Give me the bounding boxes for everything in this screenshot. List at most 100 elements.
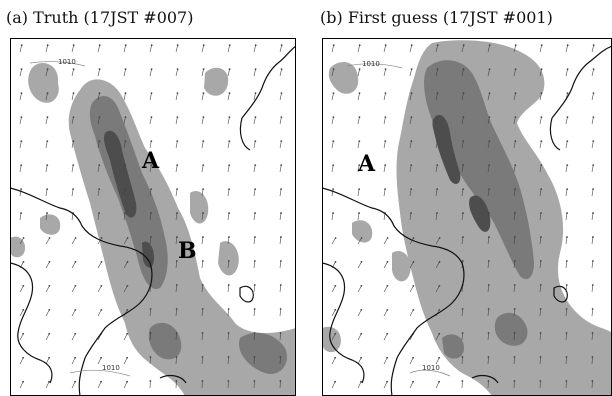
wind-arrow-head [228, 212, 230, 214]
wind-arrow-head [513, 356, 516, 358]
wind-arrow-head [280, 164, 283, 167]
wind-arrow-head [358, 68, 361, 71]
wind-arrow-head [124, 188, 127, 190]
wind-arrow-head [332, 68, 335, 71]
wind-vectors [331, 44, 595, 389]
wind-arrow-head [410, 92, 413, 95]
wind-arrow [201, 45, 204, 53]
wind-arrow [565, 213, 568, 221]
wind-arrow-head [591, 260, 594, 262]
wind-arrow [175, 309, 177, 317]
point-label-b: B [178, 238, 197, 264]
wind-arrow [461, 165, 464, 173]
wind-arrow-head [150, 140, 153, 143]
wind-arrow-head [514, 92, 517, 95]
wind-arrow-head [360, 308, 363, 311]
wind-arrow-head [487, 356, 490, 358]
wind-arrow-head [592, 92, 595, 95]
wind-arrow [71, 93, 74, 101]
wind-arrow [539, 237, 542, 245]
wind-arrow-head [412, 261, 415, 263]
wind-arrow-head [201, 284, 204, 286]
wind-arrow-head [514, 116, 517, 119]
wind-arrow-head [254, 92, 257, 95]
wind-arrow-head [176, 140, 179, 143]
wind-arrow-head [202, 140, 205, 143]
wind-arrow [461, 213, 464, 221]
wind-arrow [279, 165, 282, 173]
wind-arrow-head [566, 212, 568, 214]
wind-arrow [71, 189, 74, 197]
wind-arrow-head [227, 356, 230, 358]
wind-arrow [565, 237, 568, 245]
wind-arrow-head [72, 44, 75, 47]
wind-arrow [19, 285, 24, 293]
wind-arrow [227, 285, 230, 293]
wind-arrow [331, 69, 334, 77]
wind-arrow [123, 189, 126, 197]
wind-arrow-head [487, 332, 490, 334]
wind-arrow-head [332, 212, 334, 214]
wind-arrow-head [74, 332, 77, 335]
wind-arrow-head [462, 68, 465, 71]
wind-arrow [383, 309, 388, 317]
wind-arrow-head [438, 261, 441, 263]
wind-arrow-head [280, 92, 283, 95]
wind-arrow [45, 357, 50, 365]
wind-arrow-head [46, 212, 48, 214]
wind-arrow [487, 237, 490, 245]
wind-arrow-head [48, 284, 51, 287]
wind-arrow-head [201, 332, 204, 334]
wind-arrow-head [591, 332, 594, 334]
wind-arrow-head [228, 236, 230, 238]
wind-arrow-head [591, 380, 594, 382]
wind-arrow-head [412, 380, 414, 383]
wind-arrow [19, 333, 24, 341]
wind-arrow-head [539, 284, 542, 286]
wind-arrow [19, 237, 24, 245]
wind-arrow-head [279, 284, 282, 286]
wind-arrow-head [100, 261, 103, 263]
wind-arrow-head [358, 44, 361, 47]
wind-arrow-head [124, 140, 127, 143]
wind-arrow [357, 261, 362, 269]
wind-arrow-head [228, 68, 231, 71]
wind-arrow-head [228, 92, 231, 95]
wind-arrow-head [254, 236, 256, 238]
wind-arrow [97, 141, 100, 149]
wind-arrow [487, 45, 490, 53]
coastline [10, 45, 296, 396]
wind-arrow [591, 261, 594, 269]
wind-arrow [175, 45, 178, 53]
wind-arrow-head [150, 164, 153, 167]
wind-arrow [409, 117, 412, 125]
wind-arrow [513, 213, 516, 221]
wind-arrow-head [254, 188, 257, 190]
wind-arrow [19, 45, 22, 53]
wind-arrow [409, 45, 412, 53]
wind-arrow [357, 165, 360, 173]
wind-arrow [383, 357, 388, 365]
wind-arrow [357, 333, 362, 341]
wind-arrow-head [124, 92, 127, 95]
contour-label-bottom: 1010 [102, 364, 120, 372]
wind-arrow [331, 165, 334, 173]
wind-arrow-head [149, 356, 152, 358]
wind-arrow [19, 189, 22, 197]
wind-arrow [253, 165, 256, 173]
wind-arrow-head [100, 356, 103, 359]
wind-arrow [45, 141, 48, 149]
wind-arrow-head [488, 188, 491, 190]
wind-arrow-head [539, 380, 542, 382]
wind-arrow-head [201, 380, 204, 382]
wind-arrow-head [202, 164, 205, 167]
wind-arrow [409, 261, 414, 269]
wind-arrow-head [149, 380, 152, 382]
wind-arrow-head [253, 260, 256, 262]
wind-arrow-head [566, 116, 569, 119]
wind-arrow [71, 165, 74, 173]
wind-arrow [45, 213, 48, 221]
wind-arrow [565, 45, 568, 53]
wind-arrow [357, 237, 362, 245]
wind-arrow [123, 357, 128, 365]
